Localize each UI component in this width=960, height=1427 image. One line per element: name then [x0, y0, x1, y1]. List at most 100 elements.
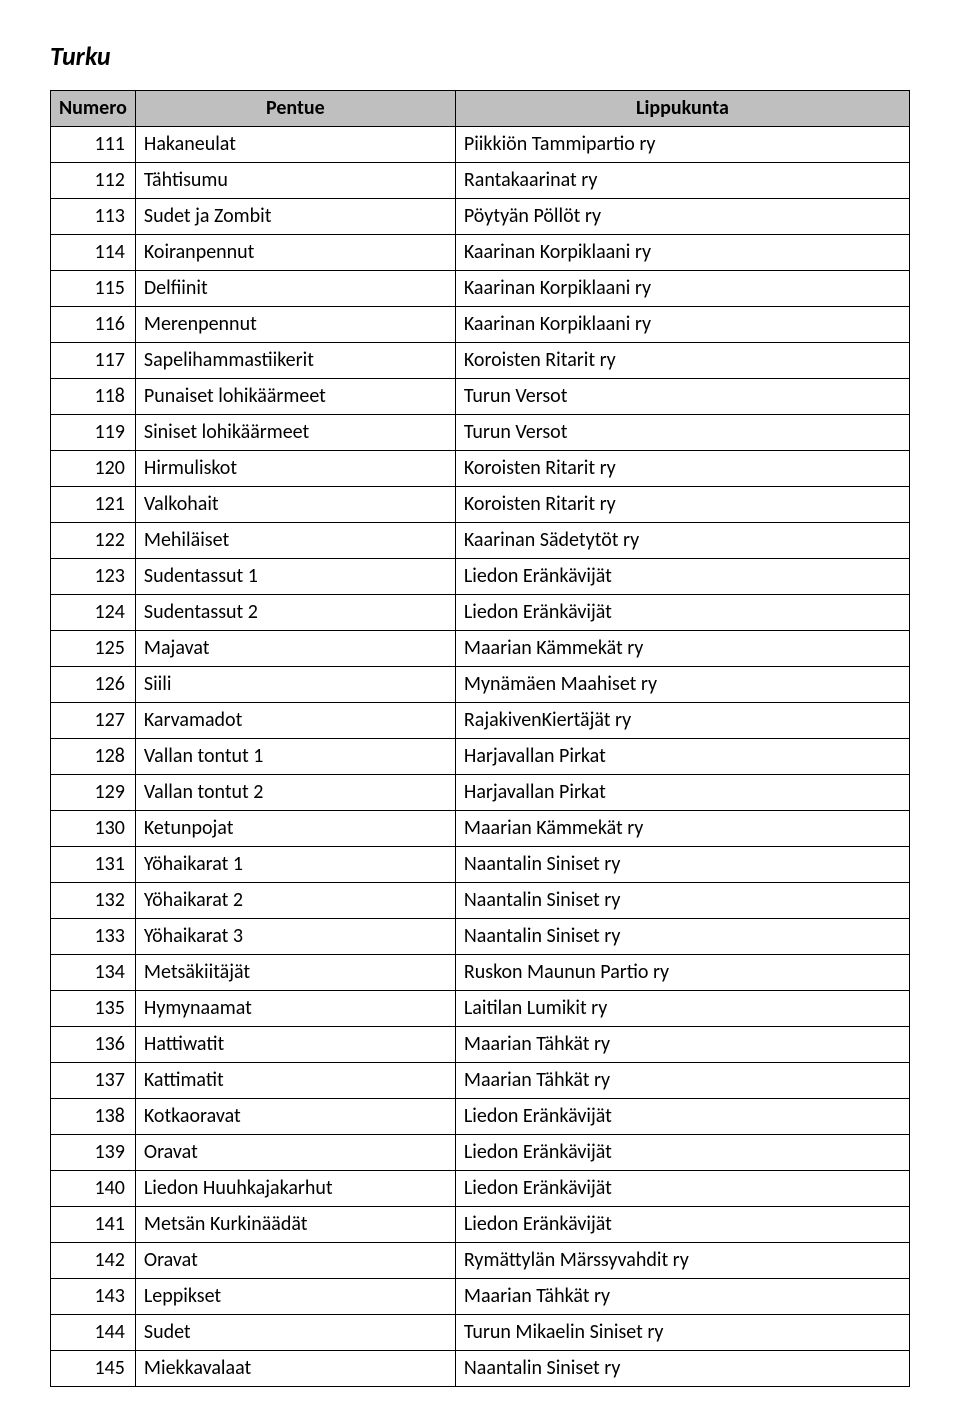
table-row: 122MehiläisetKaarinan Sädetytöt ry — [51, 523, 910, 559]
table-row: 116MerenpennutKaarinan Korpiklaani ry — [51, 307, 910, 343]
cell-lippukunta: Koroisten Ritarit ry — [455, 343, 909, 379]
cell-numero: 112 — [51, 163, 136, 199]
cell-numero: 130 — [51, 811, 136, 847]
cell-lippukunta: Turun Versot — [455, 415, 909, 451]
cell-numero: 122 — [51, 523, 136, 559]
cell-pentue: Sudet ja Zombit — [135, 199, 455, 235]
table-row: 135HymynaamatLaitilan Lumikit ry — [51, 991, 910, 1027]
table-row: 141Metsän KurkinäädätLiedon Eränkävijät — [51, 1207, 910, 1243]
table-row: 137KattimatitMaarian Tähkät ry — [51, 1063, 910, 1099]
cell-lippukunta: Harjavallan Pirkat — [455, 739, 909, 775]
cell-lippukunta: Laitilan Lumikit ry — [455, 991, 909, 1027]
cell-numero: 117 — [51, 343, 136, 379]
cell-pentue: Yöhaikarat 3 — [135, 919, 455, 955]
cell-pentue: Hirmuliskot — [135, 451, 455, 487]
cell-pentue: Yöhaikarat 2 — [135, 883, 455, 919]
cell-pentue: Metsäkiitäjät — [135, 955, 455, 991]
table-row: 144SudetTurun Mikaelin Siniset ry — [51, 1315, 910, 1351]
cell-numero: 123 — [51, 559, 136, 595]
cell-numero: 115 — [51, 271, 136, 307]
cell-numero: 126 — [51, 667, 136, 703]
cell-pentue: Oravat — [135, 1135, 455, 1171]
table-row: 130KetunpojatMaarian Kämmekät ry — [51, 811, 910, 847]
cell-lippukunta: Naantalin Siniset ry — [455, 919, 909, 955]
cell-numero: 113 — [51, 199, 136, 235]
cell-numero: 128 — [51, 739, 136, 775]
cell-lippukunta: Mynämäen Maahiset ry — [455, 667, 909, 703]
cell-pentue: Siniset lohikäärmeet — [135, 415, 455, 451]
table-row: 114KoiranpennutKaarinan Korpiklaani ry — [51, 235, 910, 271]
table-row: 145MiekkavalaatNaantalin Siniset ry — [51, 1351, 910, 1387]
cell-pentue: Sudentassut 2 — [135, 595, 455, 631]
table-row: 120HirmuliskotKoroisten Ritarit ry — [51, 451, 910, 487]
cell-pentue: Majavat — [135, 631, 455, 667]
table-row: 136HattiwatitMaarian Tähkät ry — [51, 1027, 910, 1063]
cell-lippukunta: Liedon Eränkävijät — [455, 1135, 909, 1171]
cell-numero: 111 — [51, 127, 136, 163]
cell-lippukunta: Rantakaarinat ry — [455, 163, 909, 199]
cell-pentue: Hymynaamat — [135, 991, 455, 1027]
cell-numero: 134 — [51, 955, 136, 991]
col-pentue: Pentue — [135, 91, 455, 127]
cell-numero: 121 — [51, 487, 136, 523]
cell-numero: 138 — [51, 1099, 136, 1135]
data-table: Numero Pentue Lippukunta 111HakaneulatPi… — [50, 90, 910, 1387]
cell-pentue: Vallan tontut 1 — [135, 739, 455, 775]
table-row: 132Yöhaikarat 2Naantalin Siniset ry — [51, 883, 910, 919]
cell-lippukunta: Kaarinan Korpiklaani ry — [455, 235, 909, 271]
cell-numero: 144 — [51, 1315, 136, 1351]
cell-numero: 132 — [51, 883, 136, 919]
cell-numero: 136 — [51, 1027, 136, 1063]
cell-pentue: Liedon Huuhkajakarhut — [135, 1171, 455, 1207]
cell-pentue: Yöhaikarat 1 — [135, 847, 455, 883]
cell-lippukunta: Liedon Eränkävijät — [455, 1099, 909, 1135]
table-row: 142OravatRymättylän Märssyvahdit ry — [51, 1243, 910, 1279]
cell-numero: 142 — [51, 1243, 136, 1279]
cell-lippukunta: Naantalin Siniset ry — [455, 1351, 909, 1387]
table-row: 115DelfiinitKaarinan Korpiklaani ry — [51, 271, 910, 307]
table-row: 125MajavatMaarian Kämmekät ry — [51, 631, 910, 667]
cell-numero: 119 — [51, 415, 136, 451]
cell-lippukunta: Harjavallan Pirkat — [455, 775, 909, 811]
cell-pentue: Kotkaoravat — [135, 1099, 455, 1135]
cell-lippukunta: Maarian Tähkät ry — [455, 1027, 909, 1063]
cell-pentue: Sudentassut 1 — [135, 559, 455, 595]
cell-lippukunta: Maarian Kämmekät ry — [455, 631, 909, 667]
cell-numero: 143 — [51, 1279, 136, 1315]
cell-numero: 133 — [51, 919, 136, 955]
table-row: 139OravatLiedon Eränkävijät — [51, 1135, 910, 1171]
table-row: 143LeppiksetMaarian Tähkät ry — [51, 1279, 910, 1315]
cell-lippukunta: Maarian Tähkät ry — [455, 1063, 909, 1099]
cell-pentue: Tähtisumu — [135, 163, 455, 199]
page-title: Turku — [50, 40, 910, 72]
cell-numero: 116 — [51, 307, 136, 343]
cell-numero: 127 — [51, 703, 136, 739]
cell-lippukunta: Naantalin Siniset ry — [455, 883, 909, 919]
cell-lippukunta: Maarian Kämmekät ry — [455, 811, 909, 847]
cell-lippukunta: Liedon Eränkävijät — [455, 559, 909, 595]
cell-pentue: Delfiinit — [135, 271, 455, 307]
cell-numero: 145 — [51, 1351, 136, 1387]
cell-pentue: Hattiwatit — [135, 1027, 455, 1063]
table-row: 111HakaneulatPiikkiön Tammipartio ry — [51, 127, 910, 163]
cell-numero: 137 — [51, 1063, 136, 1099]
cell-lippukunta: Kaarinan Korpiklaani ry — [455, 307, 909, 343]
cell-numero: 139 — [51, 1135, 136, 1171]
cell-pentue: Vallan tontut 2 — [135, 775, 455, 811]
table-row: 134MetsäkiitäjätRuskon Maunun Partio ry — [51, 955, 910, 991]
cell-lippukunta: RajakivenKiertäjät ry — [455, 703, 909, 739]
cell-numero: 140 — [51, 1171, 136, 1207]
col-numero: Numero — [51, 91, 136, 127]
cell-numero: 135 — [51, 991, 136, 1027]
table-row: 123Sudentassut 1Liedon Eränkävijät — [51, 559, 910, 595]
cell-lippukunta: Kaarinan Korpiklaani ry — [455, 271, 909, 307]
cell-numero: 120 — [51, 451, 136, 487]
cell-lippukunta: Liedon Eränkävijät — [455, 595, 909, 631]
cell-numero: 114 — [51, 235, 136, 271]
cell-pentue: Merenpennut — [135, 307, 455, 343]
cell-lippukunta: Turun Mikaelin Siniset ry — [455, 1315, 909, 1351]
cell-pentue: Ketunpojat — [135, 811, 455, 847]
cell-pentue: Metsän Kurkinäädät — [135, 1207, 455, 1243]
table-row: 112TähtisumuRantakaarinat ry — [51, 163, 910, 199]
table-header-row: Numero Pentue Lippukunta — [51, 91, 910, 127]
